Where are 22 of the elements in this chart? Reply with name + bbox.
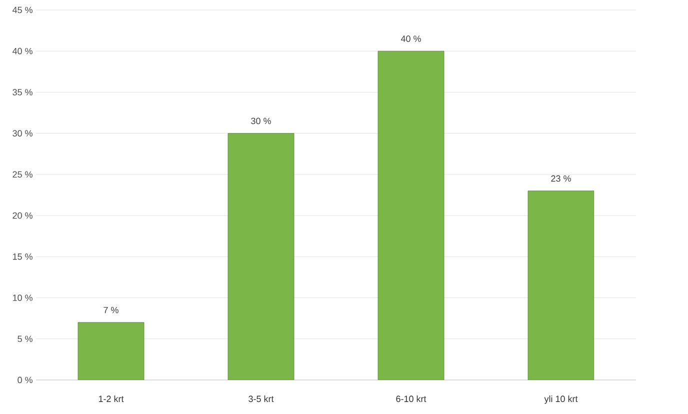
y-tick-label: 45 % [12,6,32,14]
y-tick-label: 30 % [12,130,32,137]
x-tick-label: 6-10 krt [396,395,426,402]
y-tick-label: 15 % [12,253,32,260]
y-tick-label: 0 % [18,376,32,384]
data-label: 40 % [400,36,421,42]
bar [528,190,594,380]
y-tick-label: 10 % [12,294,32,301]
x-tick-label: yli 10 krt [544,395,578,404]
y-tick-label: 25 % [12,171,32,178]
y-tick-label: 35 % [12,89,32,96]
y-tick-label: 20 % [12,212,32,219]
bar [378,50,444,380]
bar [228,133,294,380]
data-label: 30 % [251,118,271,124]
y-tick-label: 40 % [12,48,32,54]
data-label: 23 % [551,175,571,182]
bar [78,322,144,380]
x-tick-label: 3-5 krt [248,395,274,402]
data-label: 7 % [104,306,118,314]
y-tick-label: 5 % [18,336,32,342]
x-tick-label: 1-2 krt [98,395,124,402]
